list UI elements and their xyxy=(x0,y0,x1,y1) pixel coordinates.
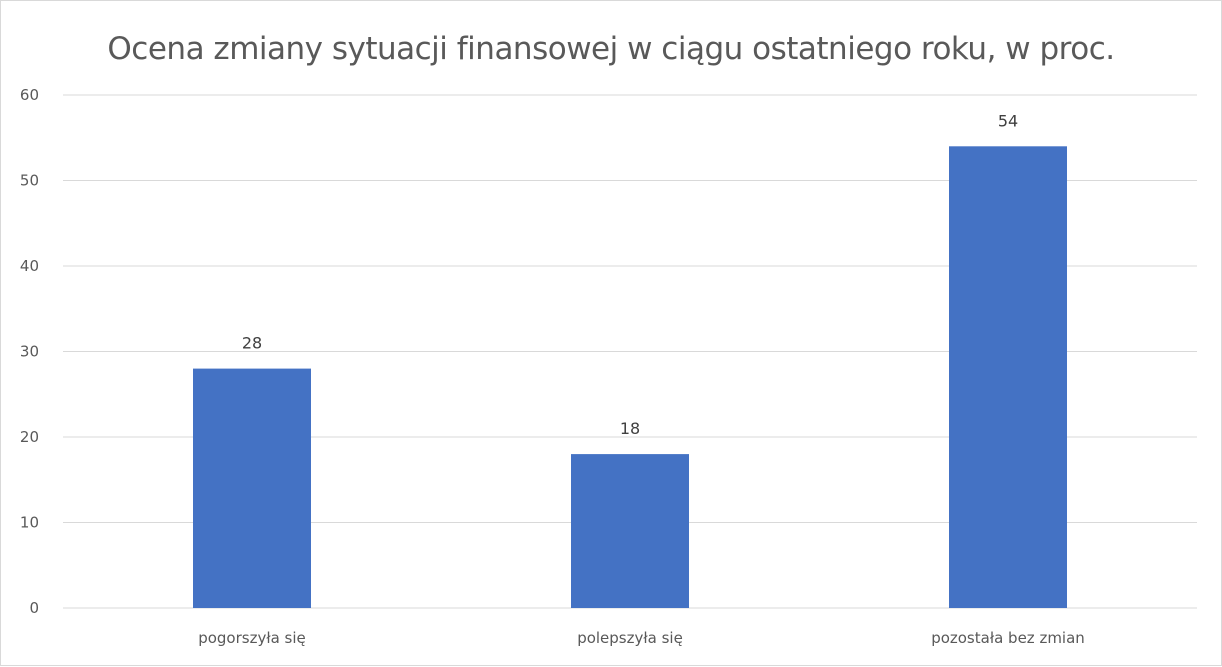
y-tick-label: 0 xyxy=(29,599,39,617)
bar-0 xyxy=(193,368,311,608)
data-label-0: 28 xyxy=(242,334,262,353)
y-tick-label: 50 xyxy=(20,172,39,190)
bars xyxy=(193,146,1067,609)
y-tick-label: 60 xyxy=(20,86,39,104)
data-label-1: 18 xyxy=(620,419,640,438)
chart-title: Ocena zmiany sytuacji finansowej w ciągu… xyxy=(107,31,1115,67)
bar-2 xyxy=(949,146,1067,609)
y-axis-ticks: 0 10 20 30 40 50 60 xyxy=(20,86,39,617)
bar-1 xyxy=(571,454,689,608)
y-tick-label: 30 xyxy=(20,343,39,361)
data-labels: 28 18 54 xyxy=(242,111,1018,438)
y-tick-label: 20 xyxy=(20,428,39,446)
y-tick-label: 40 xyxy=(20,257,39,275)
category-label-0: pogorszyła się xyxy=(198,629,306,647)
category-label-2: pozostała bez zmian xyxy=(931,629,1085,647)
y-tick-label: 10 xyxy=(20,514,39,532)
data-label-2: 54 xyxy=(998,111,1018,130)
category-labels: pogorszyła się polepszyła się pozostała be… xyxy=(198,629,1085,647)
category-label-1: polepszyła się xyxy=(577,629,683,647)
